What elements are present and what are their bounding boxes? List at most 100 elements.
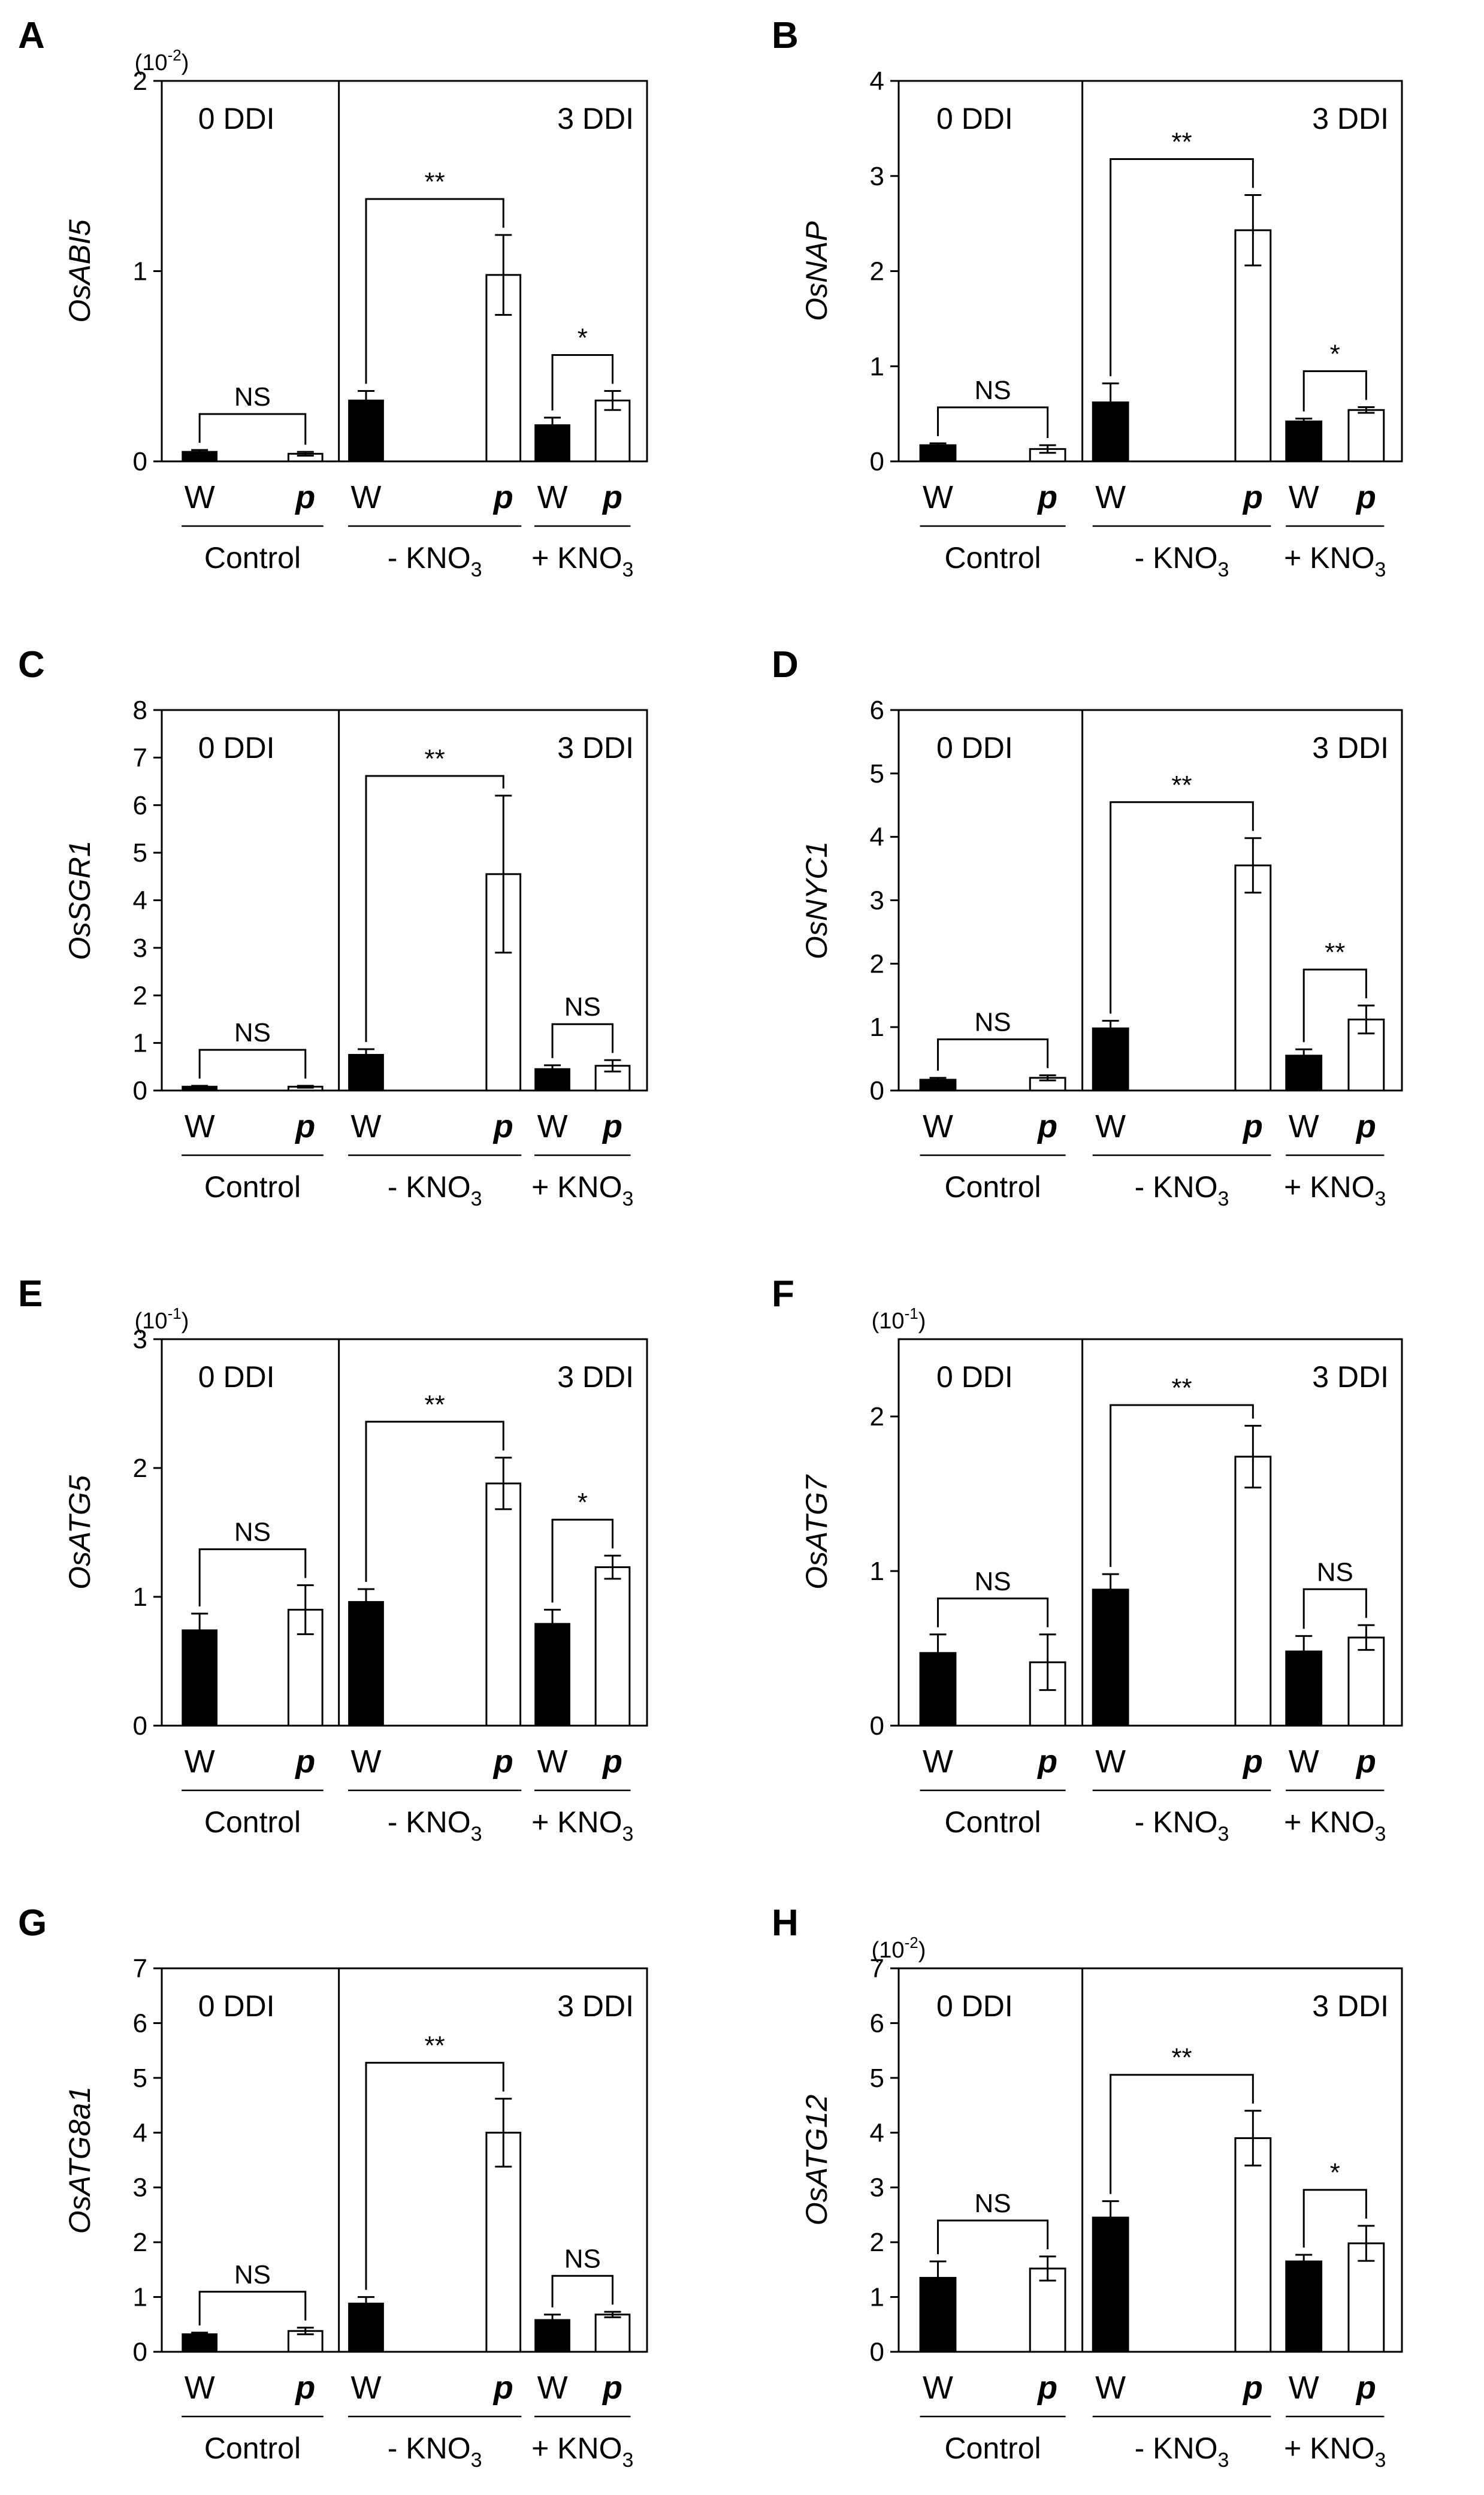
significance-label: ** <box>1325 938 1345 967</box>
genotype-label: p <box>602 1108 622 1144</box>
scale-note-base: (10 <box>135 1309 168 1334</box>
panel-f: F 0 1 2 OsATG7 (10-1) 0 DDI 3 DDI NS ** NS W p Contro… <box>772 1273 1403 1845</box>
significance-bracket <box>937 2219 1049 2255</box>
y-tick-label: 1 <box>133 257 147 286</box>
group-label-text: + KNO <box>1284 541 1374 575</box>
significance-label: NS <box>564 992 601 1022</box>
y-tick-label: 2 <box>870 2228 884 2257</box>
group-label-text: + KNO <box>531 541 622 575</box>
y-tick-label: 2 <box>133 67 147 96</box>
significance-label: NS <box>975 376 1011 405</box>
y-tick-label: 3 <box>133 1325 147 1354</box>
bar-wt-2 <box>1092 2216 1129 2353</box>
scale-note-exponent: -2 <box>168 46 182 64</box>
bar-wt-2 <box>1092 1588 1129 1727</box>
genotype-label: p <box>602 2370 622 2406</box>
significance-label: NS <box>564 2244 601 2273</box>
y-tick-label: 6 <box>133 2008 147 2038</box>
panel-label: D <box>772 644 799 685</box>
region-label-right: 3 DDI <box>1312 731 1389 765</box>
scale-note-close: ) <box>182 50 189 75</box>
bar-wt-2 <box>348 1601 384 1727</box>
group-label-subscript: 3 <box>1375 1823 1386 1845</box>
bar-mutant-2 <box>485 1482 522 1727</box>
scale-note-base: (10 <box>872 1309 905 1334</box>
group-label-text: Control <box>204 1805 301 1839</box>
region-label-right: 3 DDI <box>1312 1360 1389 1394</box>
region-label-left: 0 DDI <box>198 1989 275 2023</box>
group-label-subscript: 3 <box>622 1823 634 1845</box>
genotype-label: W <box>537 1108 568 1144</box>
bar-mutant-2 <box>1234 1455 1272 1727</box>
group-label: - KNO3 <box>388 1170 482 1210</box>
significance-label: * <box>578 324 588 353</box>
y-tick-label: 7 <box>133 1954 147 1983</box>
genotype-label: p <box>1355 2370 1376 2406</box>
genotype-label: W <box>923 2370 953 2406</box>
group-label-subscript: 3 <box>622 2449 634 2472</box>
group-label-text: Control <box>204 1170 301 1204</box>
significance-label: ** <box>425 2031 445 2061</box>
region-label-left: 0 DDI <box>198 1360 275 1394</box>
genotype-label: p <box>492 1744 513 1780</box>
y-tick-label: 5 <box>870 759 884 789</box>
y-tick-label: 0 <box>870 2337 884 2367</box>
group-label-subscript: 3 <box>471 2449 482 2472</box>
significance-bracket <box>1110 801 1254 1014</box>
group-label-text: - KNO <box>388 1170 471 1204</box>
y-tick-label: 2 <box>870 257 884 286</box>
scale-note-close: ) <box>182 1309 189 1334</box>
group-label: - KNO3 <box>1135 1805 1229 1845</box>
bar-mutant-3 <box>1347 409 1385 463</box>
genotype-label: p <box>1242 2370 1263 2406</box>
group-label-subscript: 3 <box>622 558 634 581</box>
y-tick-label: 2 <box>870 1402 884 1431</box>
y-tick-label: 0 <box>133 447 147 476</box>
group-label-subscript: 3 <box>1375 558 1386 581</box>
group-label-text: + KNO <box>1284 1170 1374 1204</box>
group-label: + KNO3 <box>531 1170 633 1210</box>
group-label-text: Control <box>944 2431 1041 2465</box>
y-axis-label: OsATG8a1 <box>63 2086 96 2234</box>
group-label-text: - KNO <box>1135 1805 1218 1839</box>
y-axis-label: OsABI5 <box>63 219 96 322</box>
group-label-subscript: 3 <box>1217 558 1229 581</box>
genotype-label: p <box>1036 1108 1057 1144</box>
bar-wt-2 <box>348 2303 384 2353</box>
y-axis-label: OsATG7 <box>800 1474 833 1590</box>
genotype-label: W <box>1095 1108 1126 1144</box>
panel-d: D 0 1 2 3 4 5 6 OsNYC1 0 DDI 3 DDI NS ** ** W p Control W… <box>772 644 1403 1210</box>
significance-bracket <box>365 775 504 1042</box>
group-label: + KNO3 <box>1284 541 1386 581</box>
group-label: + KNO3 <box>531 541 633 581</box>
group-label-subscript: 3 <box>471 558 482 581</box>
genotype-label: p <box>602 479 622 515</box>
genotype-label: W <box>1289 1108 1319 1144</box>
scale-note-base: (10 <box>872 1938 905 1963</box>
region-label-right: 3 DDI <box>1312 102 1389 135</box>
region-label-left: 0 DDI <box>198 731 275 765</box>
y-tick-label: 6 <box>870 696 884 725</box>
significance-bracket <box>1110 1404 1254 1567</box>
genotype-label: W <box>1289 2370 1319 2406</box>
genotype-label: p <box>294 479 315 515</box>
group-label: + KNO3 <box>531 1805 633 1845</box>
scale-note: (10-2) <box>135 46 189 75</box>
region-label-right: 3 DDI <box>557 731 634 765</box>
genotype-label: W <box>351 1744 382 1780</box>
region-label-left: 0 DDI <box>936 731 1013 765</box>
region-label-left: 0 DDI <box>198 102 275 135</box>
bar-mutant-3 <box>594 1566 631 1727</box>
group-label: - KNO3 <box>1135 2431 1229 2472</box>
genotype-label: W <box>351 1108 382 1144</box>
group-label-text: + KNO <box>1284 2431 1374 2465</box>
genotype-label: W <box>923 479 953 515</box>
group-label-text: - KNO <box>1135 541 1218 575</box>
significance-label: ** <box>425 744 445 774</box>
genotype-label: p <box>1242 1108 1263 1144</box>
panel-g: G 0 1 2 3 4 5 6 7 OsATG8a1 0 DDI 3 DDI NS ** NS W p Contr… <box>18 1902 648 2472</box>
significance-bracket <box>1110 2074 1254 2194</box>
y-tick-label: 5 <box>133 838 147 868</box>
